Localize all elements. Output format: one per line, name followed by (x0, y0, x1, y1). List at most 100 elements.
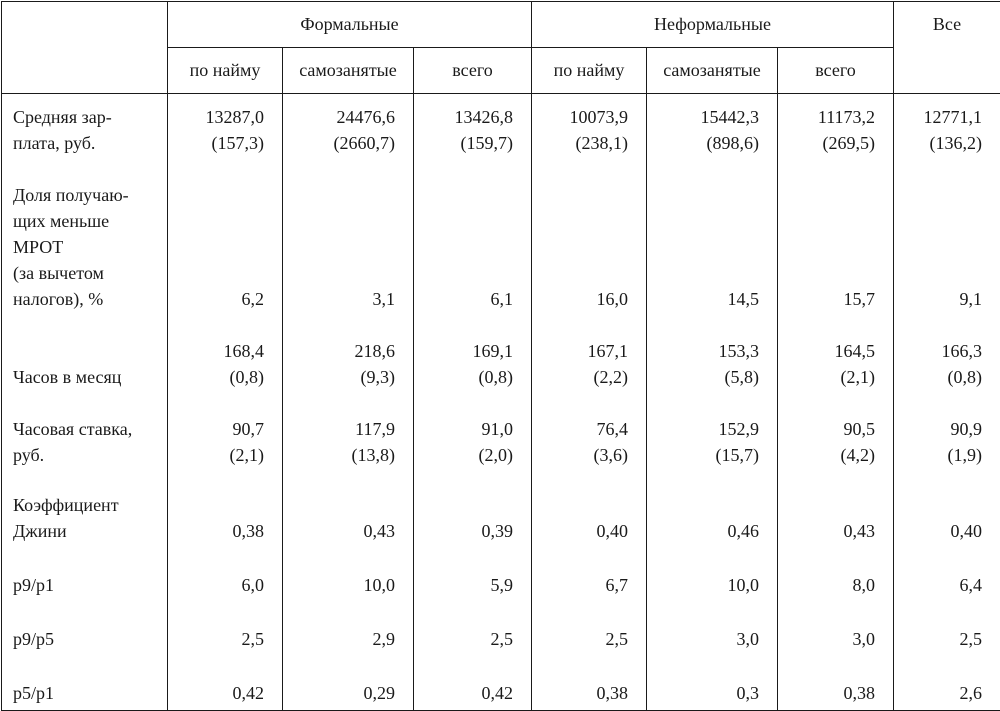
value-cell: 0,40 (532, 472, 647, 548)
cell-value: 169,1 (414, 338, 513, 364)
value-cell: 3,1 (283, 174, 414, 318)
row-label-line: Часов в месяц (13, 364, 167, 390)
value-cell: 0,40 (894, 472, 1000, 548)
row-label-line: руб. (13, 442, 167, 468)
cell-value: 0,43 (778, 518, 875, 544)
value-cell: 8,0 (778, 548, 894, 602)
value-cell: 12771,1(136,2) (894, 94, 1000, 175)
value-cell: 6,7 (532, 548, 647, 602)
cell-value: 10,0 (283, 572, 395, 598)
cell-std-error: (238,1) (532, 130, 628, 156)
cell-value: 0,43 (283, 518, 395, 544)
value-cell: 13426,8(159,7) (414, 94, 532, 175)
value-cell: 0,38 (532, 656, 647, 711)
cell-value: 90,9 (894, 416, 982, 442)
cell-value: 13426,8 (414, 104, 513, 130)
value-cell: 152,9(15,7) (647, 394, 778, 472)
cell-value: 3,0 (778, 626, 875, 652)
cell-std-error: (898,6) (647, 130, 759, 156)
cell-value: 168,4 (168, 338, 264, 364)
value-cell: 0,42 (168, 656, 283, 711)
cell-value: 15442,3 (647, 104, 759, 130)
cell-value: 12771,1 (894, 104, 982, 130)
cell-std-error: (0,8) (168, 364, 264, 390)
cell-value: 10,0 (647, 572, 759, 598)
row-label: Средняя зар-плата, руб. (2, 94, 168, 175)
subheader-informal-total: всего (778, 48, 894, 94)
cell-value: 153,3 (647, 338, 759, 364)
cell-value: 15,7 (778, 286, 875, 312)
cell-value: 10073,9 (532, 104, 628, 130)
cell-value: 2,5 (894, 626, 982, 652)
corner-cell (2, 2, 168, 94)
value-cell: 9,1 (894, 174, 1000, 318)
row-label-line: p9/p5 (13, 626, 167, 652)
row-label-line: p9/p1 (13, 572, 167, 598)
cell-value: 164,5 (778, 338, 875, 364)
cell-std-error: (159,7) (414, 130, 513, 156)
value-cell: 90,5(4,2) (778, 394, 894, 472)
cell-value: 6,7 (532, 572, 628, 598)
row-label: p5/p1 (2, 656, 168, 711)
value-cell: 10073,9(238,1) (532, 94, 647, 175)
value-cell: 168,4(0,8) (168, 318, 283, 394)
row-label-line: щих меньше (13, 208, 167, 234)
cell-value: 24476,6 (283, 104, 395, 130)
cell-value: 0,38 (778, 680, 875, 706)
cell-std-error: (5,8) (647, 364, 759, 390)
value-cell: 0,43 (778, 472, 894, 548)
subheader-informal-self-employed: самозанятые (647, 48, 778, 94)
cell-value: 218,6 (283, 338, 395, 364)
value-cell: 2,5 (168, 602, 283, 656)
cell-std-error: (9,3) (283, 364, 395, 390)
cell-std-error: (3,6) (532, 442, 628, 468)
cell-value: 76,4 (532, 416, 628, 442)
value-cell: 167,1(2,2) (532, 318, 647, 394)
cell-value: 0,46 (647, 518, 759, 544)
row-hourly-rate: Часовая ставка,руб.90,7(2,1)117,9(13,8)9… (2, 394, 1000, 472)
value-cell: 117,9(13,8) (283, 394, 414, 472)
row-label-line: (за вычетом (13, 260, 167, 286)
cell-value: 0,3 (647, 680, 759, 706)
row-label-line: плата, руб. (13, 130, 167, 156)
value-cell: 91,0(2,0) (414, 394, 532, 472)
cell-std-error: (0,8) (414, 364, 513, 390)
cell-value: 2,6 (894, 680, 982, 706)
row-average-wage: Средняя зар-плата, руб.13287,0(157,3)244… (2, 94, 1000, 175)
value-cell: 169,1(0,8) (414, 318, 532, 394)
cell-value: 90,7 (168, 416, 264, 442)
table-body: Средняя зар-плата, руб.13287,0(157,3)244… (2, 94, 1000, 711)
subheader-informal-hired: по найму (532, 48, 647, 94)
cell-std-error: (2,0) (414, 442, 513, 468)
cell-value: 0,42 (414, 680, 513, 706)
value-cell: 3,0 (647, 602, 778, 656)
cell-value: 0,29 (283, 680, 395, 706)
row-label-line: Джини (13, 518, 167, 544)
group-header-all: Все (894, 2, 1000, 94)
subheader-formal-self-employed: самозанятые (283, 48, 414, 94)
row-label: Часов в месяц (2, 318, 168, 394)
row-label-line: p5/p1 (13, 680, 167, 706)
cell-value: 91,0 (414, 416, 513, 442)
value-cell: 90,7(2,1) (168, 394, 283, 472)
cell-value: 0,42 (168, 680, 264, 706)
cell-value: 6,0 (168, 572, 264, 598)
value-cell: 10,0 (283, 548, 414, 602)
value-cell: 2,5 (894, 602, 1000, 656)
group-header-informal: Неформальные (532, 2, 894, 48)
value-cell: 11173,2(269,5) (778, 94, 894, 175)
value-cell: 14,5 (647, 174, 778, 318)
value-cell: 0,38 (168, 472, 283, 548)
value-cell: 6,2 (168, 174, 283, 318)
cell-value: 14,5 (647, 286, 759, 312)
cell-value: 2,5 (168, 626, 264, 652)
cell-value: 0,40 (532, 518, 628, 544)
cell-std-error: (2660,7) (283, 130, 395, 156)
cell-std-error: (2,1) (778, 364, 875, 390)
row-label-line: Коэффициент (13, 492, 167, 518)
